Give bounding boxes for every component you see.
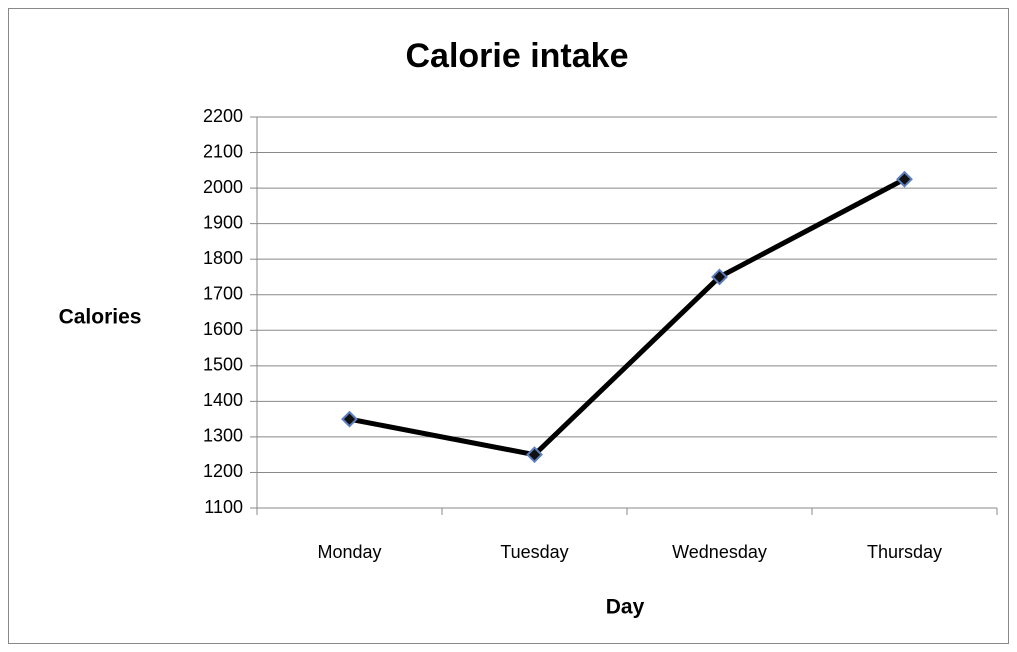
data-marker	[711, 268, 728, 286]
y-tick-label: 1100	[204, 497, 243, 517]
x-tick-label: Tuesday	[500, 542, 568, 562]
y-tick-label: 1300	[203, 426, 243, 446]
y-tick-label: 1700	[203, 283, 243, 303]
data-marker	[341, 410, 358, 428]
y-tick-label: 1500	[203, 355, 243, 375]
y-tick-label: 1200	[203, 461, 243, 481]
y-tick-label: 2000	[203, 177, 243, 197]
data-marker	[526, 446, 543, 464]
chart-title: Calorie intake	[406, 37, 629, 75]
y-axis-label: Calories	[59, 306, 142, 329]
y-tick-label: 1400	[203, 390, 243, 410]
y-tick-label: 1900	[203, 212, 243, 232]
y-tick-label: 2100	[203, 141, 243, 161]
line-series	[349, 176, 906, 458]
x-tick-label: Monday	[317, 542, 381, 562]
data-marker	[896, 170, 913, 188]
y-tick-label: 1800	[203, 248, 243, 268]
x-tick-label: Wednesday	[672, 542, 767, 562]
chart-frame	[8, 8, 1009, 644]
y-tick-label: 1600	[203, 319, 243, 339]
x-tick-label: Thursday	[867, 542, 942, 562]
x-axis-label: Day	[606, 596, 645, 619]
y-tick-label: 2200	[203, 106, 243, 126]
